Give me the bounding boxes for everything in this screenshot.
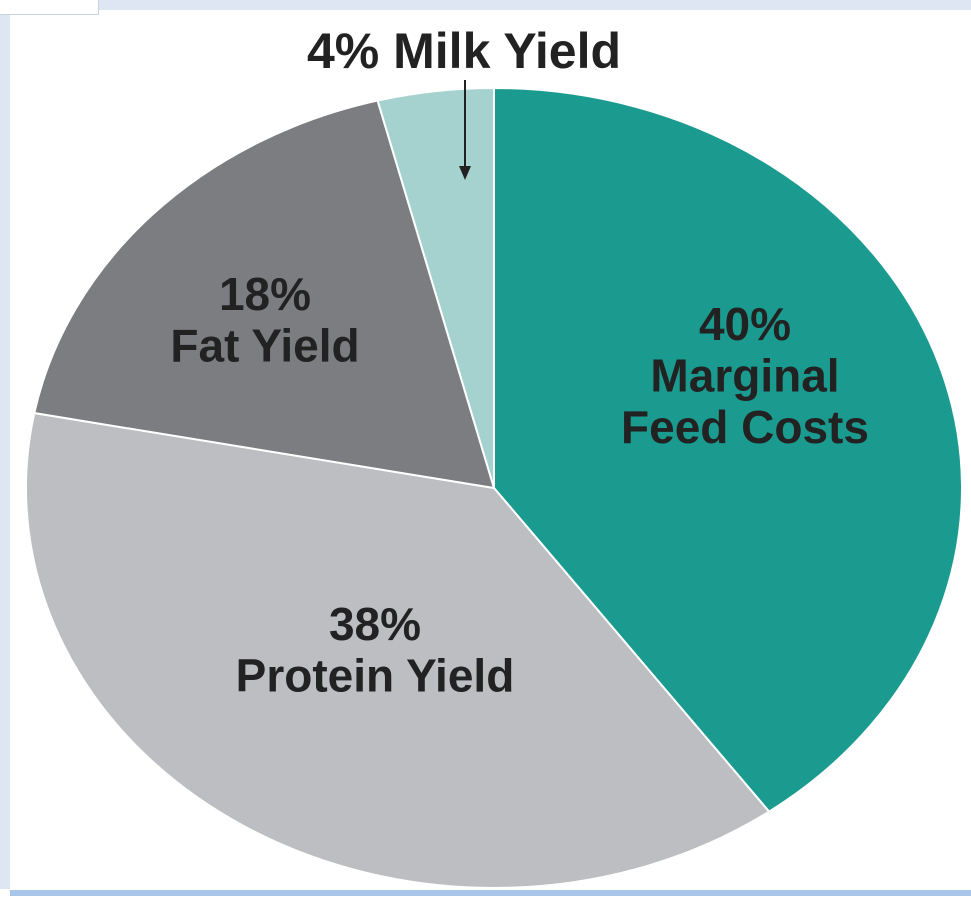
window-bottom-border: [10, 890, 971, 896]
slice-label-marginal-feed-costs-percent: 40%: [699, 298, 791, 350]
pie-slice-fat-yield: [33, 99, 496, 490]
window-top-border: [0, 0, 971, 10]
slice-label-protein-yield-text: Protein Yield: [236, 650, 515, 702]
pie-slice-protein-yield: [25, 411, 771, 889]
slice-label-marginal-feed-costs-text: Feed Costs: [621, 401, 869, 453]
window-left-border: [0, 0, 10, 909]
callout-label: 4% Milk Yield: [307, 23, 621, 79]
pie-slice-milk-yield: [376, 86, 495, 489]
milk-yield-callout: 4% Milk Yield: [307, 23, 621, 180]
callout-arrow-head: [459, 166, 471, 180]
window-tab: [0, 0, 99, 15]
slice-label-fat-yield-text: Fat Yield: [170, 320, 359, 372]
pie-slices: [25, 86, 963, 889]
slice-label-marginal-feed-costs-text: Marginal: [650, 350, 839, 402]
slice-label-protein-yield-percent: 38%: [329, 598, 421, 650]
slice-label-fat-yield-percent: 18%: [219, 268, 311, 320]
pie-slice-marginal-feed-costs: [493, 86, 963, 813]
